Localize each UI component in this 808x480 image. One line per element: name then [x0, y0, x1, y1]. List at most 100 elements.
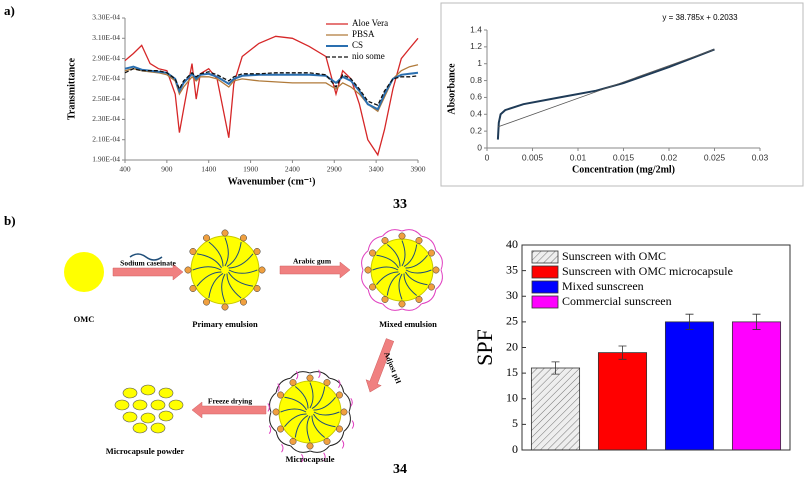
gum-chain — [318, 369, 321, 379]
emulsifier-head — [189, 248, 197, 255]
powder-particle — [122, 387, 138, 399]
y-tick-label: 2.50E-04 — [92, 94, 120, 103]
legend-swatch — [531, 250, 559, 264]
powder-particle — [132, 422, 148, 434]
arrow-label: Sodium caseinate — [120, 259, 176, 268]
emulsifier-head — [323, 379, 331, 387]
gum-chain — [295, 370, 299, 380]
gum-chain — [341, 440, 345, 449]
y-tick-label: 0.8 — [470, 75, 482, 85]
x-tick-label: 0.01 — [570, 152, 587, 162]
x-tick-label: 2400 — [285, 165, 300, 174]
emulsifier-chain — [313, 411, 340, 416]
equation: y = 38.785x + 0.2033 — [662, 13, 738, 22]
emulsifier-chain — [284, 396, 307, 411]
y-axis-label: SPF — [472, 329, 497, 366]
legend-label: CS — [352, 40, 363, 50]
y-tick-label: 2.30E-04 — [92, 114, 120, 123]
error-bar — [752, 313, 761, 330]
y-tick-label: 2.70E-04 — [92, 74, 120, 83]
emulsifier-chain — [309, 382, 314, 409]
emulsifier-chain — [294, 415, 309, 438]
droplet — [64, 252, 104, 292]
process-arrow — [279, 261, 351, 279]
emulsifier-chain — [294, 386, 309, 409]
process-arrow — [191, 401, 267, 419]
emulsifier-chain — [403, 244, 418, 267]
y-tick-label: 0.6 — [470, 92, 482, 102]
error-bar — [685, 313, 694, 330]
gum-chain — [361, 250, 369, 271]
y-tick-label: 1.90E-04 — [92, 155, 120, 164]
emulsifier-chain — [196, 253, 222, 269]
emulsifier-chain — [403, 273, 418, 296]
x-tick-label: 0.02 — [661, 152, 678, 162]
emulsifier-chain — [376, 271, 399, 286]
emulsifier-head — [432, 266, 440, 274]
plot-frame — [521, 244, 791, 451]
figure-number: 34 — [393, 462, 407, 477]
gum-chain — [343, 411, 351, 432]
emulsifier-chain — [313, 396, 336, 411]
y-tick-label: 25 — [506, 314, 518, 328]
gum-chain — [277, 383, 280, 392]
emulsifier-chain — [372, 266, 399, 271]
legend-label: nio some — [352, 51, 385, 61]
emulsifier-head — [253, 285, 261, 292]
emulsifier-chain — [226, 273, 242, 299]
gum-chain — [269, 392, 277, 413]
gum-chain — [435, 250, 443, 271]
x-tick-label: 1900 — [243, 165, 258, 174]
y-tick-label: 5 — [512, 416, 518, 430]
emulsifier-head — [184, 266, 192, 274]
x-tick-label: 0 — [485, 152, 490, 162]
emulsifier-chain — [306, 415, 311, 442]
emulsifier-chain — [226, 241, 242, 267]
gum-chain — [338, 379, 341, 389]
x-axis-label: Concentration (mg/2ml) — [572, 164, 675, 175]
emulsifier-head — [306, 374, 314, 382]
error-bar — [752, 313, 761, 330]
emulsifier-chain — [405, 271, 428, 286]
gum-chain — [351, 420, 355, 429]
figure-number: 33 — [393, 197, 407, 212]
legend-label: Sunscreen with OMC microcapsule — [562, 264, 733, 278]
y-tick-label: 0 — [512, 442, 518, 456]
emulsifier-chain — [311, 415, 326, 438]
y-tick-label: 35 — [506, 262, 518, 276]
panel-label: a) — [4, 3, 15, 18]
data-line — [496, 48, 715, 140]
x-tick-label: 3900 — [411, 165, 426, 174]
emulsifier-head — [221, 229, 229, 237]
legend-label: Aloe Vera — [352, 18, 388, 28]
y-tick-label: 3.10E-04 — [92, 33, 120, 42]
powder-particle — [114, 399, 130, 411]
y-tick-label: 10 — [506, 391, 518, 405]
gum-chain — [401, 303, 422, 311]
gum-chain — [401, 229, 422, 237]
y-tick-label: 3.30E-04 — [92, 13, 120, 22]
gum-chain — [281, 443, 284, 453]
bar — [664, 321, 715, 451]
emulsifier-chain — [313, 413, 336, 428]
gum-chain — [367, 235, 383, 251]
emulsifier-chain — [228, 269, 258, 274]
panel-label: b) — [4, 213, 16, 228]
emulsifier-chain — [386, 244, 401, 267]
node-label: Primary emulsion — [192, 319, 258, 329]
powder-particle — [158, 410, 174, 422]
emulsifier-chain — [228, 271, 254, 287]
powder-particle — [168, 399, 184, 411]
gum-chain — [343, 392, 351, 413]
gum-chain — [329, 431, 345, 447]
gum-chain — [269, 411, 277, 432]
gum-chain — [301, 453, 304, 463]
emulsifier-head — [289, 437, 297, 445]
emulsifier-head — [323, 437, 331, 445]
emulsifier-head — [427, 283, 435, 291]
emulsifier-chain — [208, 241, 224, 267]
legend-label: Commercial sunscreen — [562, 294, 672, 308]
emulsifier-head — [369, 249, 377, 257]
emulsifier-chain — [386, 273, 401, 296]
arrow-label: Arabic gum — [293, 257, 332, 266]
